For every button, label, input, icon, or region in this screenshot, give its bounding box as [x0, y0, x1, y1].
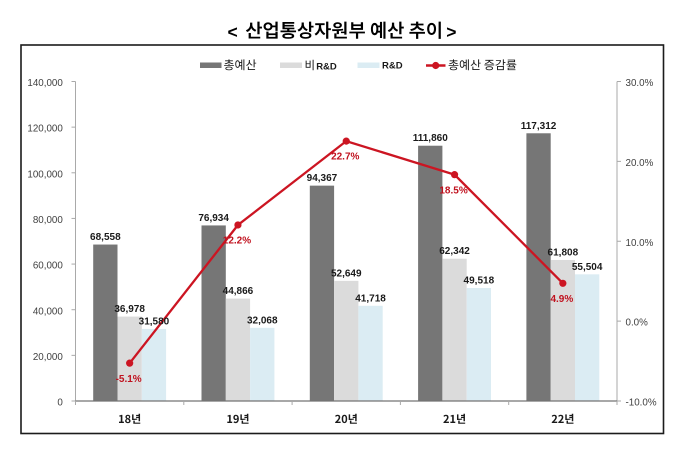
svg-text:80,000: 80,000 — [33, 215, 64, 226]
svg-text:30.0%: 30.0% — [626, 78, 654, 89]
svg-text:18.5%: 18.5% — [439, 185, 467, 196]
svg-text:52,649: 52,649 — [331, 268, 362, 279]
svg-text:40,000: 40,000 — [33, 306, 64, 317]
svg-text:44,866: 44,866 — [223, 286, 254, 297]
svg-text:-10.0%: -10.0% — [626, 398, 657, 409]
svg-text:<: < — [228, 22, 238, 42]
svg-text:>: > — [446, 22, 456, 42]
svg-text:31,580: 31,580 — [139, 316, 170, 327]
svg-text:94,367: 94,367 — [307, 173, 338, 184]
svg-text:R&D: R&D — [316, 61, 337, 72]
svg-text:10.0%: 10.0% — [626, 238, 654, 249]
svg-text:76,934: 76,934 — [198, 213, 229, 224]
svg-text:61,808: 61,808 — [548, 247, 579, 258]
svg-text:4.9%: 4.9% — [550, 294, 573, 305]
svg-text:22.7%: 22.7% — [331, 152, 359, 163]
svg-text:120,000: 120,000 — [27, 124, 63, 135]
svg-text:100,000: 100,000 — [27, 169, 63, 180]
svg-text:36,978: 36,978 — [114, 304, 145, 315]
svg-text:55,504: 55,504 — [572, 262, 603, 273]
svg-text:-5.1%: -5.1% — [116, 374, 142, 385]
svg-text:0: 0 — [57, 398, 63, 409]
svg-text:R&D: R&D — [382, 61, 403, 72]
svg-text:12.2%: 12.2% — [223, 236, 251, 247]
svg-text:41,718: 41,718 — [355, 293, 386, 304]
svg-text:32,068: 32,068 — [247, 315, 278, 326]
svg-text:111,860: 111,860 — [413, 133, 448, 144]
svg-text:68,558: 68,558 — [90, 232, 121, 243]
svg-text:62,342: 62,342 — [439, 246, 470, 257]
svg-text:20.0%: 20.0% — [626, 158, 654, 169]
svg-text:60,000: 60,000 — [33, 261, 64, 272]
svg-text:140,000: 140,000 — [27, 78, 63, 89]
svg-text:20,000: 20,000 — [33, 352, 64, 363]
svg-text:117,312: 117,312 — [521, 121, 557, 132]
svg-text:49,518: 49,518 — [464, 275, 495, 286]
svg-text:0.0%: 0.0% — [626, 318, 649, 329]
